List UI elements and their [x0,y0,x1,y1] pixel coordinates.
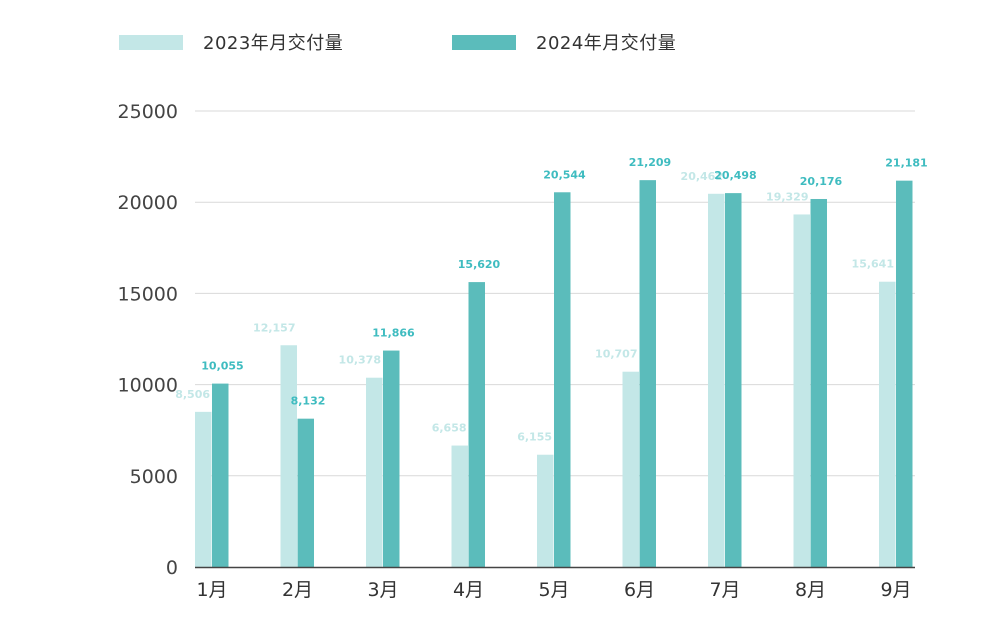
data-label-series-1: 21,209 [629,156,671,169]
bar-series-1-6[interactable] [639,180,657,568]
x-tick-label: 5月 [538,579,569,601]
x-tick-label: 1月 [196,579,227,601]
data-label-series-0: 10,707 [595,348,637,361]
data-label-series-1: 11,866 [372,327,415,340]
data-label-series-0: 6,658 [432,422,467,435]
bar-series-1-3[interactable] [383,350,400,567]
bar-series-0-5[interactable] [537,454,554,567]
data-label-series-1: 10,055 [201,360,243,373]
legend: 2023年月交付量 2024年月交付量 [0,0,999,80]
x-tick-label: 6月 [624,579,655,601]
x-tick-label: 3月 [367,579,398,601]
data-label-series-0: 20,462 [681,170,723,183]
x-tick-label: 8月 [795,579,826,601]
bar-series-1-7[interactable] [725,193,742,567]
bar-series-1-2[interactable] [297,418,315,567]
bar-series-1-1[interactable] [212,383,229,567]
bar-series-0-6[interactable] [622,371,640,567]
data-label-series-1: 20,544 [543,168,586,181]
y-tick-label: 5000 [130,466,178,488]
bar-series-1-4[interactable] [468,282,486,567]
bar-series-0-4[interactable] [451,445,469,567]
y-axis: 0 5000 10000 15000 20000 25000 [118,101,178,579]
data-label-series-1: 21,181 [885,157,927,170]
legend-swatch-2023 [119,34,183,50]
bar-series-1-8[interactable] [810,198,828,568]
x-tick-label: 2月 [282,579,313,601]
bar-series-1-5[interactable] [554,192,571,567]
y-tick-label: 10000 [118,375,178,397]
y-tick-label: 0 [166,557,178,579]
bar-series-0-2[interactable] [280,345,298,567]
bar-series-0-1[interactable] [195,411,212,567]
legend-swatch-2024 [452,34,516,50]
bar-series-1-9[interactable] [896,180,913,567]
legend-item-2023[interactable]: 2023年月交付量 [119,28,343,56]
data-label-series-0: 19,329 [766,190,808,203]
bars [195,180,913,568]
bar-series-0-7[interactable] [708,193,725,567]
bar-series-0-3[interactable] [366,377,383,567]
data-label-series-0: 10,378 [339,354,381,367]
data-label-series-1: 8,132 [291,395,326,408]
y-tick-label: 25000 [118,101,178,123]
legend-label-2023: 2023年月交付量 [203,33,344,54]
x-tick-label: 9月 [880,579,911,601]
legend-item-2024[interactable]: 2024年月交付量 [452,28,676,56]
data-label-series-1: 20,498 [714,169,756,182]
data-label-series-1: 20,176 [800,175,843,188]
data-label-series-0: 15,641 [852,258,894,271]
y-tick-label: 15000 [118,283,178,305]
data-label-series-1: 15,620 [458,258,501,271]
data-label-series-0: 6,155 [517,431,552,444]
data-label-series-0: 12,157 [253,321,295,334]
data-labels: 8,506 10,055 12,157 8,132 10,378 11,866 6,658 1… [175,156,928,444]
x-axis: 1月 2月 3月 4月 5月 6月 7月 8月 9月 [195,566,915,601]
data-label-series-0: 8,506 [175,388,210,401]
bar-series-0-9[interactable] [879,281,896,567]
legend-label-2024: 2024年月交付量 [536,33,677,54]
x-tick-label: 4月 [453,579,484,601]
x-tick-label: 7月 [709,579,740,601]
y-tick-label: 20000 [118,192,178,214]
bar-series-0-8[interactable] [793,214,811,568]
